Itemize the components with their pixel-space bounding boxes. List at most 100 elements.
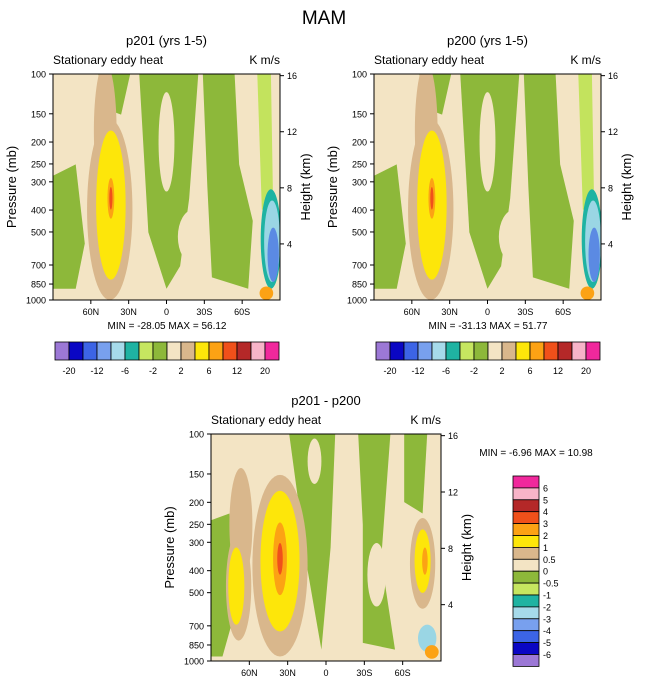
plot-title: p201 (yrs 1-5)	[126, 33, 207, 48]
colorbar-box	[445, 341, 461, 361]
pressure-tick-label: 700	[352, 260, 367, 270]
height-tick-label: 8	[287, 183, 292, 193]
contour-orange	[580, 286, 595, 300]
pressure-tick-label: 300	[189, 538, 204, 548]
colorbar-box	[431, 341, 447, 361]
lat-tick-label: 30S	[517, 307, 533, 317]
pressure-tick-label: 400	[31, 206, 46, 216]
plots: 100150200250300400500700850100016128460N…	[4, 33, 634, 678]
colorbar-label: 12	[232, 366, 242, 376]
colorbar-label: -2	[470, 366, 478, 376]
colorbar-label: -12	[90, 366, 103, 376]
lat-tick-label: 60N	[83, 307, 100, 317]
colorbar-label: -6	[121, 366, 129, 376]
contour-neutral	[367, 542, 386, 607]
pressure-tick-label: 100	[189, 430, 204, 440]
contour-green	[523, 74, 574, 289]
pressure-tick-label: 1000	[184, 657, 204, 667]
colorbar-box	[515, 341, 531, 361]
colorbar-fields: -20 -12 -6 -2 2 6 12 20 -20 -12 -6 -2 2 6 12 20	[54, 341, 601, 376]
colorbar-box	[110, 341, 126, 361]
colorbar-label: -20	[383, 366, 396, 376]
colorbar-vertical: 6 5 4 3 2 1 0.5 0 -0.5 -1-2 -3 -4 -5 -6	[512, 475, 559, 667]
colorbar-label: 6	[543, 483, 548, 493]
pressure-tick-label: 200	[189, 498, 204, 508]
plot-p200: 100 150 200 250 300 400 500 700 850 1000 16 12 8 4 60N…	[325, 33, 634, 332]
colorbar-box	[250, 341, 266, 361]
plot-title: p201 - p200	[291, 393, 360, 408]
plot-field	[374, 74, 601, 300]
plot-diff: 100150200250300400500700850100016128460N…	[162, 393, 593, 678]
lat-tick-label: 30N	[441, 307, 458, 317]
colorbar-label: -2	[149, 366, 157, 376]
colorbar-box	[166, 341, 182, 361]
colorbar-box	[389, 341, 405, 361]
plot-units-label: K m/s	[570, 53, 601, 67]
colorbar-label: -2	[543, 602, 551, 612]
colorbar-box	[512, 630, 540, 644]
colorbar-label: -3	[543, 614, 551, 624]
pressure-tick-label: 250	[31, 159, 46, 169]
contour-green	[202, 74, 253, 289]
lat-tick-label: 30S	[356, 668, 372, 678]
colorbar-label: 6	[527, 366, 532, 376]
contour-green	[358, 434, 395, 650]
colorbar-box	[208, 341, 224, 361]
plot-units-label: K m/s	[249, 53, 280, 67]
contour-red	[109, 187, 113, 210]
contour-lightgreen	[578, 74, 595, 210]
colorbar-label: -20	[62, 366, 75, 376]
lat-tick-label: 30S	[196, 307, 212, 317]
colorbar-diff: 6 5 4 3 2 1 0.5 0 -0.5 -1-2 -3 -4 -5 -6	[512, 475, 559, 667]
contour-neutral	[479, 92, 496, 192]
lat-tick-label: 60N	[404, 307, 421, 317]
colorbar-box	[543, 341, 559, 361]
contour-orange	[259, 286, 274, 300]
height-tick-label: 8	[448, 544, 453, 554]
figure-title: MAM	[302, 8, 346, 29]
pressure-tick-label: 200	[31, 138, 46, 148]
pressure-tick-label: 100	[352, 70, 367, 80]
height-tick-label: 4	[608, 239, 613, 249]
plot-ylabel-right: Height (km)	[459, 514, 474, 581]
lat-tick-label: 60N	[241, 668, 258, 678]
colorbar-box	[403, 341, 419, 361]
height-tick-label: 12	[287, 127, 297, 137]
colorbar-box	[236, 341, 252, 361]
plot-field	[53, 74, 280, 300]
pressure-tick-label: 150	[352, 109, 367, 119]
colorbar-box	[264, 341, 280, 361]
plot-min-max: MIN = -31.13 MAX = 51.77	[429, 321, 548, 332]
plot-left-label: Stationary eddy heat	[211, 413, 322, 427]
pressure-tick-label: 500	[189, 588, 204, 598]
colorbar-box	[417, 341, 433, 361]
plot-ylabel-right: Height (km)	[298, 153, 313, 220]
colorbar-label: 0	[543, 567, 548, 577]
pressure-tick-label: 850	[352, 280, 367, 290]
plot-units-label: K m/s	[410, 413, 441, 427]
colorbar-label: 12	[553, 366, 563, 376]
colorbar-label: -12	[411, 366, 424, 376]
colorbar-label: -6	[543, 650, 551, 660]
colorbar-box	[512, 511, 540, 525]
height-tick-label: 16	[448, 431, 458, 441]
lat-tick-label: 0	[485, 307, 490, 317]
colorbar-box	[512, 618, 540, 632]
contour-blue	[588, 227, 600, 282]
colorbar-box	[585, 341, 601, 361]
colorbar-box	[501, 341, 517, 361]
colorbar-box	[487, 341, 503, 361]
pressure-tick-label: 100	[31, 70, 46, 80]
plot-ylabel: Pressure (mb)	[162, 506, 177, 588]
colorbar-label: 3	[543, 519, 548, 529]
colorbar-label: -1	[543, 591, 551, 601]
contour-green	[211, 513, 234, 657]
lat-tick-label: 0	[164, 307, 169, 317]
colorbar-horizontal: -20 -12 -6 -2 2 6 12 20	[375, 341, 601, 376]
contour-neutral	[498, 209, 531, 264]
height-tick-label: 4	[448, 600, 453, 610]
colorbar-label: 1	[543, 543, 548, 553]
colorbar-box	[124, 341, 140, 361]
pressure-tick-label: 1000	[347, 296, 367, 306]
